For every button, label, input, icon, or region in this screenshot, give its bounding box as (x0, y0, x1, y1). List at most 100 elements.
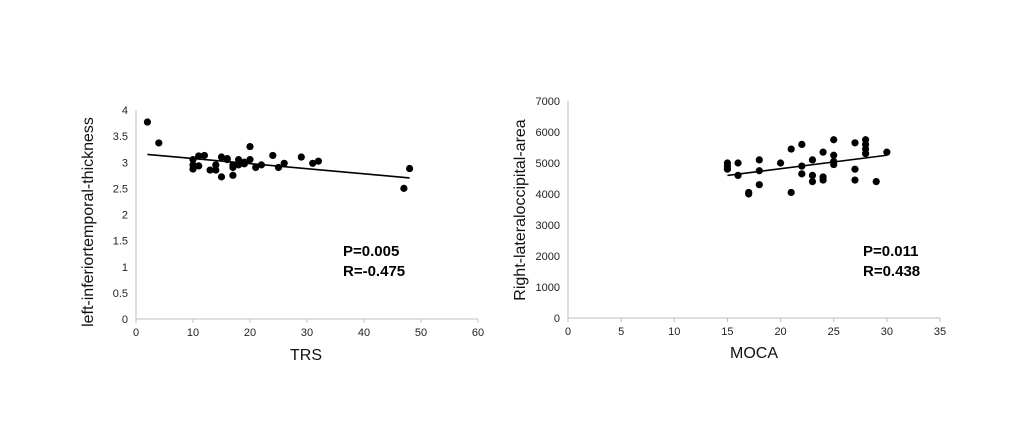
y-tick-label: 5000 (536, 158, 560, 170)
data-point (240, 158, 248, 166)
y-tick-label: 1 (122, 262, 128, 274)
data-point (851, 176, 859, 184)
p-value: P=0.011 (863, 243, 918, 260)
data-point (155, 139, 163, 147)
data-point (143, 118, 151, 126)
data-point (872, 178, 880, 186)
data-point (274, 163, 283, 172)
x-tick-label: 40 (358, 327, 370, 339)
x-tick-label: 10 (668, 326, 680, 338)
data-point (819, 148, 827, 156)
data-point (830, 136, 838, 144)
data-point (798, 162, 806, 170)
x-tick-label: 10 (187, 327, 199, 339)
data-point (229, 161, 237, 169)
x-tick-label: 60 (472, 327, 484, 339)
y-tick-label: 3.5 (113, 131, 128, 143)
chart-right: 0 1000 2000 3000 4000 5000 6000 7000 0 5 10 15 20 25… (512, 96, 946, 362)
y-tick-label: 6000 (536, 127, 560, 139)
data-point (314, 157, 322, 165)
data-point (212, 161, 220, 169)
data-point (883, 148, 891, 156)
data-point (229, 171, 237, 179)
data-point (851, 139, 859, 147)
trend-line (727, 154, 887, 177)
data-point (723, 165, 732, 173)
data-point (297, 153, 305, 161)
y-axis-label: left-inferiortemporal-thickness (80, 117, 97, 327)
data-point (217, 173, 226, 181)
x-axis-label: MOCA (730, 345, 778, 362)
y-tick-label: 2 (122, 210, 128, 222)
y-tick-label: 1.5 (113, 236, 128, 248)
x-tick-label: 50 (415, 327, 427, 339)
data-point (406, 164, 414, 173)
data-point (745, 190, 753, 198)
data-point (246, 156, 254, 164)
data-point (755, 167, 763, 175)
data-point (223, 156, 231, 164)
p-value: P=0.005 (343, 243, 399, 260)
x-tick-label: 20 (774, 326, 786, 338)
data-point (830, 160, 838, 169)
data-point (235, 161, 243, 169)
y-tick-label: 3000 (536, 220, 560, 232)
data-point (246, 142, 254, 151)
x-tick-label: 15 (721, 326, 733, 338)
x-tick-label: 35 (934, 326, 946, 338)
y-tick-label: 1000 (536, 282, 560, 294)
x-tick-label: 5 (618, 326, 624, 338)
x-tick-label: 30 (301, 327, 313, 339)
data-point (217, 153, 226, 161)
x-tick-label: 25 (828, 326, 840, 338)
y-tick-label: 2000 (536, 251, 560, 263)
r-value: R=0.438 (863, 263, 920, 280)
data-point (830, 151, 838, 159)
data-point (235, 156, 243, 164)
data-point (734, 171, 742, 179)
y-tick-label: 0.5 (113, 288, 128, 300)
data-point (189, 165, 197, 173)
data-point (808, 156, 817, 164)
y-tick-label: 0 (554, 313, 560, 325)
data-point (189, 156, 197, 164)
data-point (787, 188, 795, 197)
data-point (808, 171, 817, 179)
x-tick-label: 30 (881, 326, 893, 338)
data-point (400, 184, 408, 192)
r-value: R=-0.475 (343, 263, 405, 280)
data-point (195, 152, 203, 160)
x-tick-label: 0 (133, 327, 139, 339)
chart-left: 0 0.5 1 1.5 2 2.5 3 3.5 4 0 10 20 30 40 50 60 TRS left… (80, 105, 484, 364)
x-tick-label: 0 (565, 326, 571, 338)
data-point (862, 150, 870, 158)
data-point (195, 162, 203, 170)
data-point (252, 163, 260, 172)
data-point (206, 166, 214, 174)
data-point (734, 159, 742, 167)
data-point (798, 170, 806, 178)
data-point (787, 145, 795, 153)
x-axis-label: TRS (290, 347, 322, 364)
data-point (798, 140, 806, 148)
data-point (280, 159, 288, 167)
y-axis-label: Right-lateraloccipital-area (512, 119, 529, 301)
y-tick-label: 4000 (536, 189, 560, 201)
data-point (808, 178, 817, 186)
data-point (200, 151, 208, 160)
data-point (269, 151, 277, 160)
x-tick-label: 20 (244, 327, 256, 339)
data-point (257, 161, 265, 169)
data-point (755, 181, 763, 189)
data-point (212, 166, 220, 174)
y-tick-label: 7000 (536, 96, 560, 108)
data-point (851, 165, 859, 173)
y-tick-label: 0 (122, 314, 128, 326)
y-tick-label: 2.5 (113, 183, 128, 195)
y-tick-label: 3 (122, 157, 128, 169)
data-point (755, 156, 763, 164)
data-point (776, 159, 785, 167)
data-point (819, 176, 827, 184)
data-point (309, 159, 317, 167)
